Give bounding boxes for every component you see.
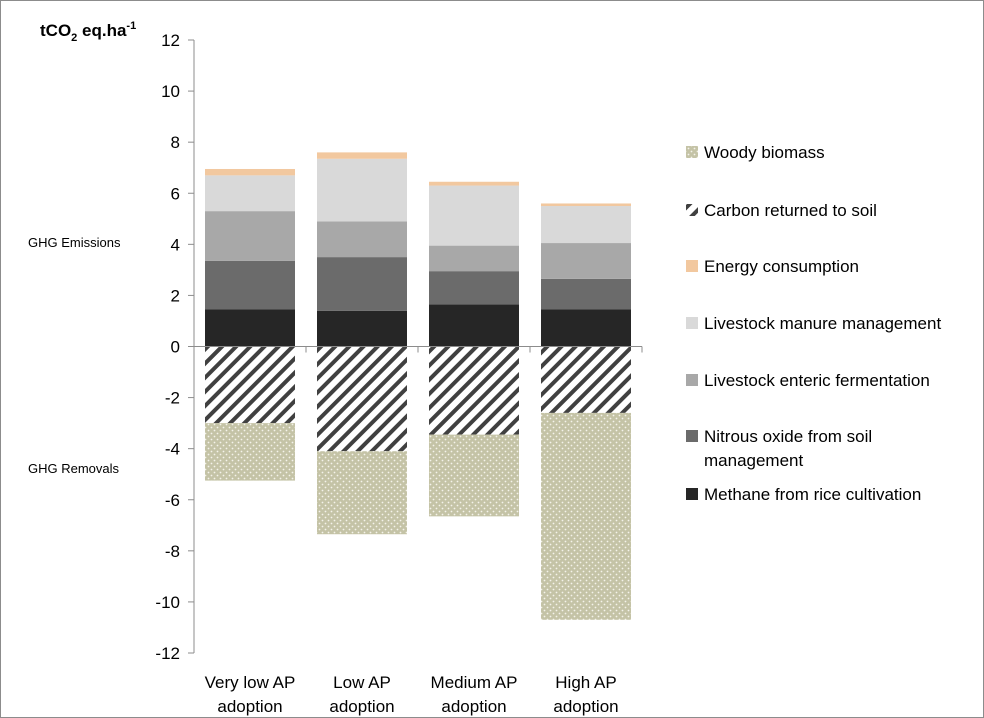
bar-segment (429, 434, 519, 517)
bar-segment (205, 423, 295, 481)
bar-segment (317, 221, 407, 258)
bar-segment (205, 346, 295, 424)
y-tick-label: 8 (171, 133, 180, 152)
bar-segment (541, 243, 631, 279)
y-tick-label: -12 (155, 644, 180, 663)
legend-swatch (686, 260, 698, 272)
x-category-label: Medium AP adoption (431, 673, 518, 716)
plot-area: 12 10 8 6 4 2 0 -2 -4 -6 -8 -10 -12 Very low AP adopti… (155, 31, 643, 716)
legend-swatch (686, 374, 698, 386)
y-tick-label: 0 (171, 338, 180, 357)
y-tick-label: -6 (165, 491, 180, 510)
legend-label: Nitrous oxide from soil management (704, 427, 872, 470)
bar-segment (429, 245, 519, 272)
legend-swatch (686, 430, 698, 442)
bar-segment (541, 206, 631, 244)
bar-segment (541, 278, 631, 310)
bar-segment (317, 257, 407, 311)
x-category-label: High AP adoption (553, 673, 618, 716)
y-tick-label: 6 (171, 184, 180, 203)
bar-segment (541, 309, 631, 347)
y-tick-label: 12 (161, 31, 180, 50)
bar-segment (317, 346, 407, 452)
bar-segment (541, 412, 631, 620)
y-tick-label: -2 (165, 389, 180, 408)
x-category-label: Very low AP adoption (205, 673, 296, 716)
bar-segment (429, 185, 519, 246)
y-tick-label: 2 (171, 286, 180, 305)
y-tick-label: 4 (171, 235, 180, 254)
bar-segment (317, 451, 407, 535)
bar-segment (205, 211, 295, 261)
bar-segment (317, 158, 407, 222)
bar-segment (541, 203, 631, 207)
legend-label: Livestock manure management (704, 314, 941, 333)
legend-swatch (686, 146, 698, 158)
bar-segment (541, 346, 631, 413)
legend-label: Livestock enteric fermentation (704, 371, 930, 390)
y-tick-label: 10 (161, 82, 180, 101)
bar-segment (429, 346, 519, 435)
legend-label: Energy consumption (704, 257, 859, 276)
bar-segment (429, 304, 519, 347)
legend-label: Carbon returned to soil (704, 201, 877, 220)
bar-segment (205, 175, 295, 212)
bar-segment (429, 271, 519, 305)
bar-segment (205, 260, 295, 310)
bar-segment (205, 309, 295, 347)
legend-swatch (686, 204, 698, 216)
legend-label: Woody biomass (704, 143, 825, 162)
legend-label: Methane from rice cultivation (704, 485, 921, 504)
x-category-label: Low AP adoption (329, 673, 394, 716)
annotation-ghg-removals: GHG Removals (28, 461, 120, 476)
bar-segment (317, 152, 407, 159)
bar-segment (317, 310, 407, 347)
y-tick-label: -8 (165, 542, 180, 561)
y-tick-label: -4 (165, 440, 180, 459)
legend-swatch (686, 317, 698, 329)
bar-segment (429, 181, 519, 186)
legend: Woody biomass Carbon returned to soil Ener… (686, 143, 941, 504)
annotation-ghg-emissions: GHG Emissions (28, 235, 121, 250)
bar-segment (205, 168, 295, 176)
legend-swatch (686, 488, 698, 500)
y-unit-label: tCO2 eq.ha-1 (40, 20, 136, 44)
y-tick-label: -10 (155, 593, 180, 612)
